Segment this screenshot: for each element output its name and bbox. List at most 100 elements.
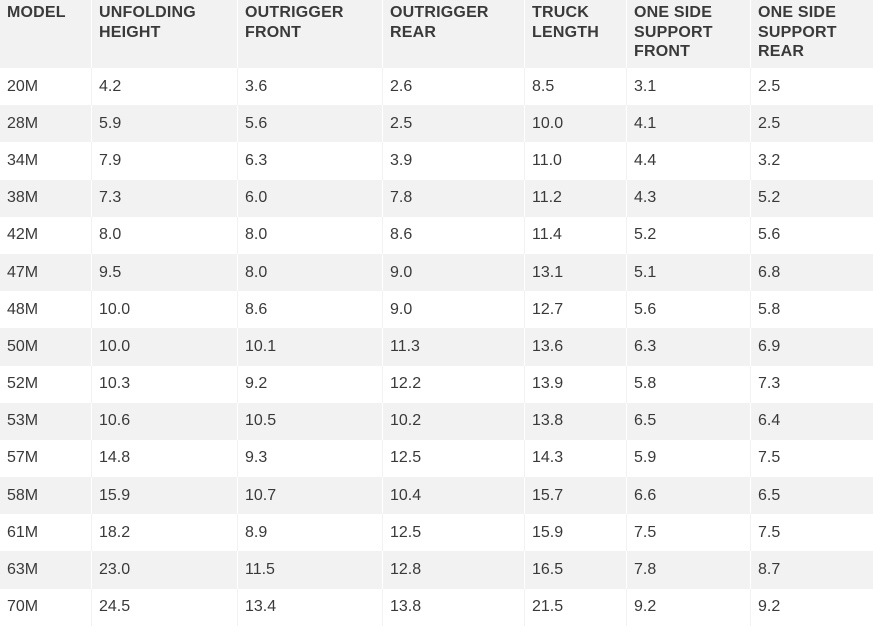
table-row: 57M 14.8 9.3 12.5 14.3 5.9 7.5 [0,439,873,478]
cell-one-side-support-rear: 7.3 [758,375,781,393]
cell-one-side-support-rear: 6.8 [751,253,873,292]
table-row: 38M 7.3 6.0 7.8 11.2 4.3 5.2 [0,179,873,217]
cell-model: 53M [0,402,92,440]
column-header-outrigger-rear: OUTRIGGER REAR [383,0,525,68]
column-header-one-side-support-front: ONE SIDE SUPPORT FRONT [627,0,751,68]
cell-outrigger-rear: 3.9 [383,142,525,180]
cell-unfolding-height: 10.6 [92,402,238,440]
cell-outrigger-front: 5.6 [238,105,383,143]
cell-outrigger-rear: 13.8 [383,588,525,626]
cell-one-side-support-front: 7.8 [627,551,751,589]
cell-truck-length: 12.7 [525,291,627,329]
cell-truck-length: 14.3 [525,439,627,478]
cell-one-side-support-front: 5.8 [627,365,751,403]
cell-unfolding-height: 24.5 [92,588,238,626]
cell-model: 20M [0,68,92,106]
cell-truck-length: 13.8 [525,402,627,440]
cell-model: 47M [0,253,92,292]
cell-one-side-support-rear: 6.9 [751,328,873,366]
table-row: 70M 24.5 13.4 13.8 21.5 9.2 9.2 [0,588,873,626]
cell-model: 48M [0,291,92,329]
cell-one-side-support-front: 5.9 [627,439,751,478]
cell-model: 50M [0,328,92,366]
table-row: 63M 23.0 11.5 12.8 16.5 7.8 8.7 [0,551,873,589]
cell-outrigger-front: 9.2 [238,365,383,403]
cell-outrigger-front: 10.1 [238,328,383,366]
table-row: 50M 10.0 10.1 11.3 13.6 6.3 6.9 [0,328,873,366]
cell-outrigger-rear: 11.3 [383,328,525,366]
table-row: 42M 8.0 8.0 8.6 11.4 5.2 5.6 [0,216,873,254]
cell-one-side-support-front: 9.2 [627,588,751,626]
cell-truck-length: 11.4 [525,216,627,254]
cell-one-side-support-rear: 6.4 [751,402,873,440]
cell-model: 63M [0,551,92,589]
cell-truck-length: 13.6 [525,328,627,366]
cell-one-side-support-front: 5.1 [627,253,751,292]
cell-outrigger-rear: 12.5 [383,514,525,552]
table-row: 34M 7.9 6.3 3.9 11.0 4.4 3.2 [0,142,873,180]
cell-truck-length: 15.7 [525,477,627,515]
cell-unfolding-height: 4.2 [92,68,238,106]
cell-outrigger-front: 8.9 [238,514,383,552]
cell-one-side-support-front: 6.5 [627,402,751,440]
cell-unfolding-height: 5.9 [92,105,238,143]
cell-outrigger-rear: 9.0 [383,291,525,329]
cell-one-side-support-rear: 7.5 [758,523,781,541]
cell-one-side-support-rear: 3.2 [758,151,781,169]
cell-outrigger-rear: 2.5 [383,105,525,143]
cell-one-side-support-front: 6.3 [627,328,751,366]
cell-one-side-support-front: 5.2 [627,216,751,254]
cell-model: 58M [0,477,92,515]
cell-outrigger-rear: 8.6 [383,216,525,254]
cell-truck-length: 11.2 [525,179,627,217]
cell-unfolding-height: 14.8 [92,439,238,478]
cell-model: 38M [0,179,92,217]
table-row: 20M 4.2 3.6 2.6 8.5 3.1 2.5 [0,68,873,106]
cell-outrigger-front: 6.0 [238,179,383,217]
cell-outrigger-front: 11.5 [238,551,383,589]
table-header: MODEL UNFOLDING HEIGHT OUTRIGGER FRONT OUTR… [0,0,873,68]
cell-one-side-support-rear: 6.5 [751,477,873,515]
cell-one-side-support-front: 4.3 [627,179,751,217]
cell-outrigger-front: 6.3 [238,142,383,180]
cell-truck-length: 13.1 [525,253,627,292]
cell-one-side-support-front: 5.6 [627,291,751,329]
cell-unfolding-height: 7.3 [92,179,238,217]
cell-unfolding-height: 23.0 [92,551,238,589]
cell-unfolding-height: 15.9 [92,477,238,515]
cell-one-side-support-front: 7.5 [627,514,751,552]
cell-one-side-support-front: 4.1 [627,105,751,143]
table-row: 47M 9.5 8.0 9.0 13.1 5.1 6.8 [0,253,873,292]
table-row: 48M 10.0 8.6 9.0 12.7 5.6 5.8 [0,291,873,329]
cell-model: 42M [0,216,92,254]
table-body: 20M 4.2 3.6 2.6 8.5 3.1 2.5 28M 5.9 5.6 2.5 10.0 4.1… [0,68,873,626]
table-row: 52M 10.3 9.2 12.2 13.9 5.8 7.3 [0,365,873,403]
cell-outrigger-rear: 10.4 [383,477,525,515]
cell-unfolding-height: 10.0 [92,328,238,366]
cell-model: 70M [0,588,92,626]
cell-outrigger-rear: 12.2 [383,365,525,403]
cell-one-side-support-rear: 9.2 [758,598,781,616]
cell-unfolding-height: 10.3 [92,365,238,403]
cell-one-side-support-front: 4.4 [627,142,751,180]
cell-model: 52M [0,365,92,403]
cell-one-side-support-rear: 7.5 [758,449,781,467]
cell-one-side-support-front: 3.1 [627,68,751,106]
cell-outrigger-rear: 9.0 [383,253,525,292]
cell-outrigger-rear: 2.6 [383,68,525,106]
column-header-truck-length: TRUCK LENGTH [525,0,627,68]
column-header-model: MODEL [0,0,92,68]
cell-one-side-support-rear: 2.5 [751,105,873,143]
cell-one-side-support-rear: 2.5 [758,77,781,95]
column-header-one-side-support-rear: ONE SIDE SUPPORT REAR [751,0,873,68]
cell-truck-length: 11.0 [525,142,627,180]
cell-truck-length: 13.9 [525,365,627,403]
cell-outrigger-front: 8.6 [238,291,383,329]
cell-model: 34M [0,142,92,180]
cell-outrigger-rear: 12.8 [383,551,525,589]
column-header-unfolding-height: UNFOLDING HEIGHT [92,0,238,68]
cell-truck-length: 10.0 [525,105,627,143]
cell-outrigger-front: 8.0 [238,216,383,254]
cell-one-side-support-rear: 5.2 [751,179,873,217]
table-row: 58M 15.9 10.7 10.4 15.7 6.6 6.5 [0,477,873,515]
